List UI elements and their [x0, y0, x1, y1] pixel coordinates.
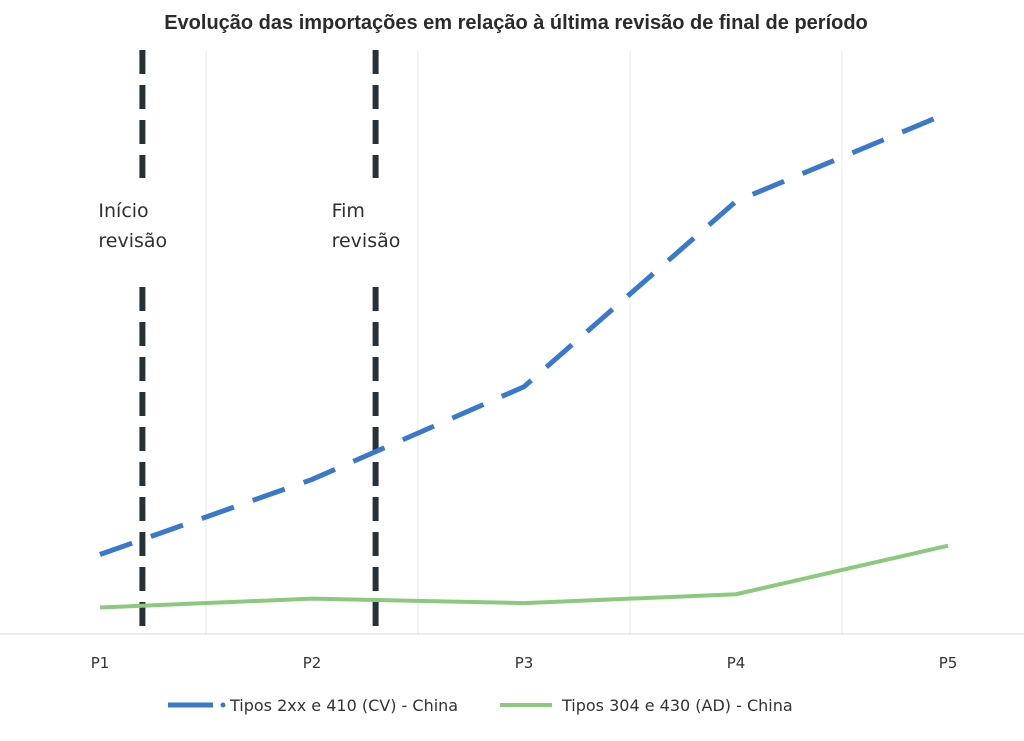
x-tick-label: P4 — [727, 654, 746, 672]
legend-swatch-dot — [220, 702, 226, 708]
series-line-2 — [99, 543, 949, 610]
review-marker-label: revisão — [98, 230, 167, 252]
x-tick-label: P5 — [939, 654, 958, 672]
review-markers: Início revisão Fim revisão — [98, 50, 400, 634]
review-marker-label: Fim — [332, 200, 365, 222]
series — [99, 110, 949, 610]
legend: Tipos 2xx e 410 (CV) - China Tipos 304 e … — [168, 696, 793, 715]
grid — [205, 50, 843, 634]
x-tick-label: P1 — [91, 654, 110, 672]
legend-label: Tipos 2xx e 410 (CV) - China — [229, 696, 458, 715]
chart-title: Evolução das importações em relação à úl… — [164, 12, 868, 34]
x-tick-label: P2 — [303, 654, 322, 672]
series-line-1 — [99, 110, 949, 557]
x-tick-label: P3 — [515, 654, 534, 672]
review-marker-label: revisão — [332, 230, 401, 252]
x-tick-labels: P1 P2 P3 P4 P5 — [91, 654, 958, 672]
review-marker-label: Início — [98, 200, 148, 222]
legend-label: Tipos 304 e 430 (AD) - China — [561, 696, 793, 715]
